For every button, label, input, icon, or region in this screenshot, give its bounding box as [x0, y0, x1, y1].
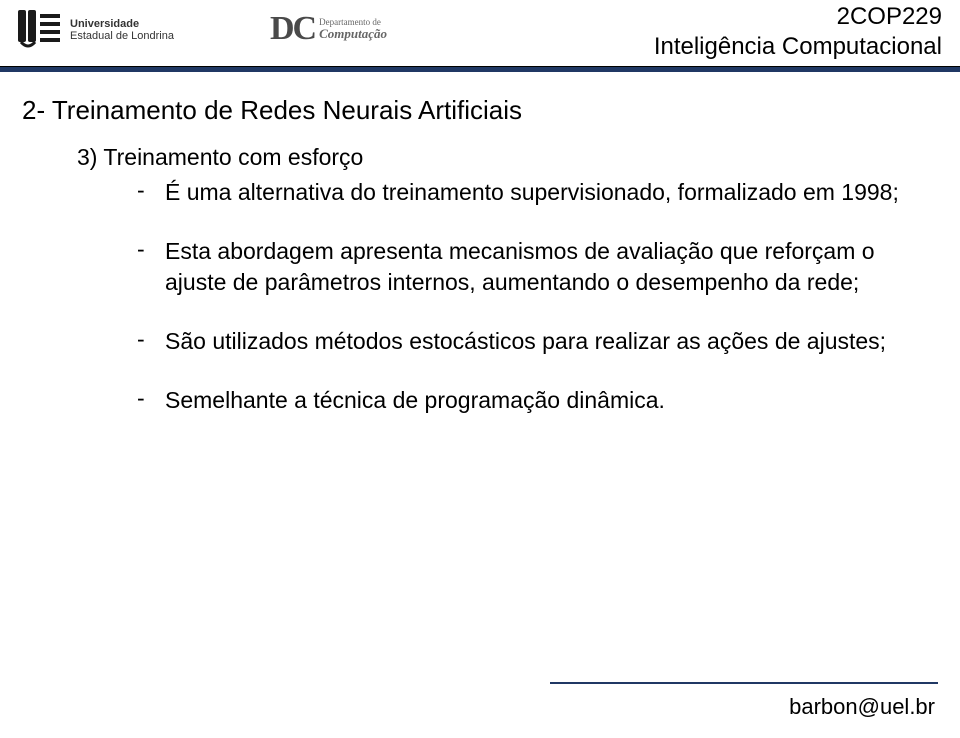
footer-rule: [550, 682, 938, 684]
subsection-title: 3) Treinamento com esforço: [77, 144, 922, 171]
header-rule: [0, 66, 960, 72]
bullet-item: - É uma alternativa do treinamento super…: [137, 177, 922, 208]
bullet-dash: -: [137, 236, 165, 298]
section-title: 2- Treinamento de Redes Neurais Artifici…: [22, 95, 922, 126]
bullet-text: São utilizados métodos estocásticos para…: [165, 326, 886, 357]
course-code: 2COP229: [654, 2, 942, 32]
bullet-dash: -: [137, 326, 165, 357]
uel-logo-icon: [16, 6, 64, 54]
slide-header: Universidade Estadual de Londrina DC Dep…: [0, 0, 960, 68]
subsection: 3) Treinamento com esforço - É uma alter…: [77, 144, 922, 416]
dc-logo-text: Departamento de Computação: [319, 18, 387, 40]
bullet-text: É uma alternativa do treinamento supervi…: [165, 177, 899, 208]
course-info: 2COP229 Inteligência Computacional: [654, 2, 942, 62]
uel-text-line2: Estadual de Londrina: [70, 30, 174, 42]
slide-content: 2- Treinamento de Redes Neurais Artifici…: [22, 95, 922, 416]
dc-letters: DC: [270, 10, 315, 48]
bullet-text: Semelhante a técnica de programação dinâ…: [165, 385, 665, 416]
uel-logo-text: Universidade Estadual de Londrina: [70, 18, 174, 42]
uel-text-line1: Universidade: [70, 18, 174, 30]
footer-email: barbon@uel.br: [789, 694, 935, 720]
uel-logo: Universidade Estadual de Londrina: [16, 6, 174, 54]
bullet-item: - Semelhante a técnica de programação di…: [137, 385, 922, 416]
course-name: Inteligência Computacional: [654, 32, 942, 62]
dc-logo: DC Departamento de Computação: [270, 10, 387, 48]
dc-text-line2: Computação: [319, 27, 387, 40]
bullet-item: - Esta abordagem apresenta mecanismos de…: [137, 236, 922, 298]
bullet-dash: -: [137, 385, 165, 416]
bullet-item: - São utilizados métodos estocásticos pa…: [137, 326, 922, 357]
bullet-text: Esta abordagem apresenta mecanismos de a…: [165, 236, 922, 298]
bullet-dash: -: [137, 177, 165, 208]
